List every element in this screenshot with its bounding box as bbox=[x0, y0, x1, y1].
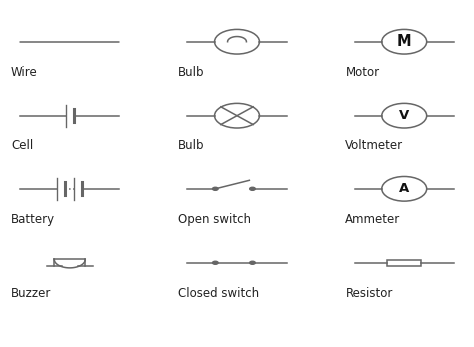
Circle shape bbox=[212, 261, 218, 264]
Text: Bulb: Bulb bbox=[178, 139, 205, 152]
Text: Cell: Cell bbox=[11, 139, 33, 152]
Text: Ammeter: Ammeter bbox=[346, 213, 401, 226]
Text: M: M bbox=[397, 34, 411, 49]
Circle shape bbox=[250, 261, 255, 264]
Text: Open switch: Open switch bbox=[178, 213, 251, 226]
Text: Motor: Motor bbox=[346, 66, 380, 78]
Text: Closed switch: Closed switch bbox=[178, 287, 259, 299]
Text: Bulb: Bulb bbox=[178, 66, 205, 78]
Circle shape bbox=[250, 187, 255, 191]
Text: A: A bbox=[399, 182, 410, 195]
Bar bbox=[387, 260, 421, 266]
Text: Wire: Wire bbox=[11, 66, 38, 78]
Text: V: V bbox=[399, 109, 410, 122]
Text: Buzzer: Buzzer bbox=[11, 287, 51, 299]
Text: Resistor: Resistor bbox=[346, 287, 393, 299]
Text: Battery: Battery bbox=[11, 213, 55, 226]
Text: Voltmeter: Voltmeter bbox=[346, 139, 403, 152]
Circle shape bbox=[212, 187, 218, 191]
